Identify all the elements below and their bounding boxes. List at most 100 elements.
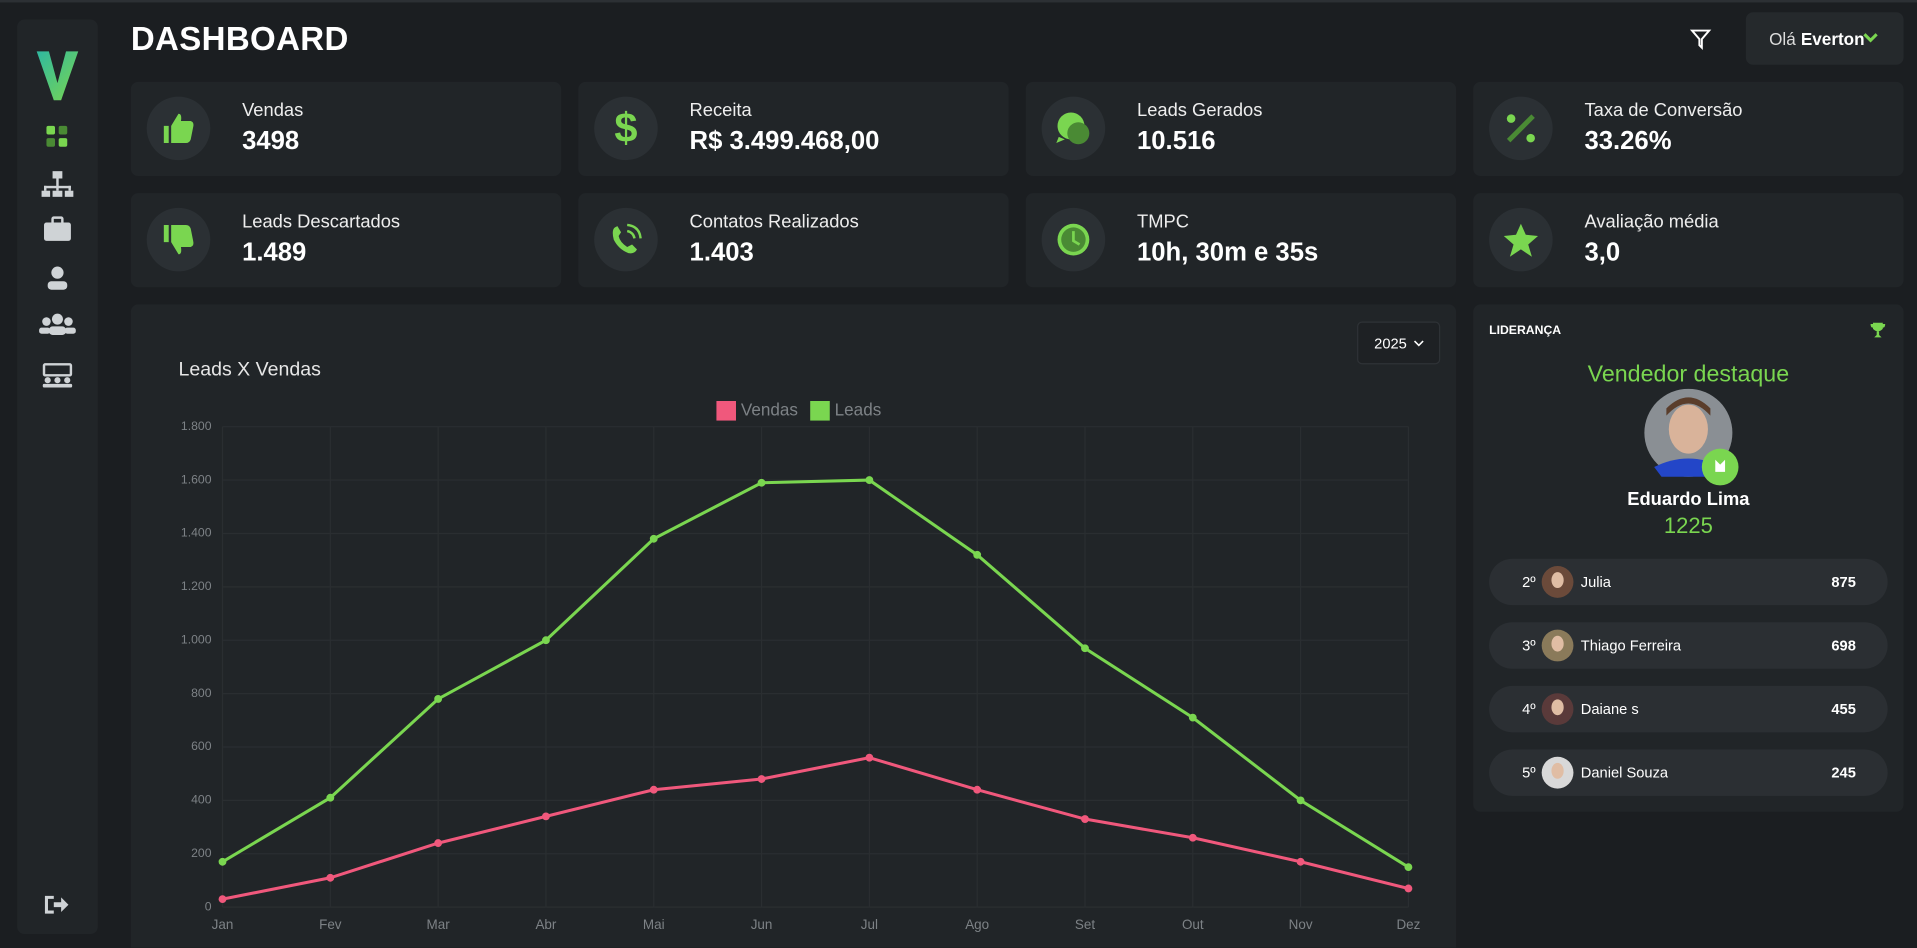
x-tick-label: Mar: [427, 917, 451, 932]
nav-meeting[interactable]: [42, 363, 73, 388]
name: Daniel Souza: [1580, 764, 1669, 782]
card-label: Receita: [689, 100, 752, 122]
x-tick-label: Jan: [212, 917, 234, 932]
card-value: 3498: [242, 127, 300, 156]
logout[interactable]: [44, 895, 69, 914]
y-tick-label: 1.000: [181, 632, 212, 646]
y-tick-label: 1.600: [181, 472, 212, 486]
name: Thiago Ferreira: [1580, 636, 1682, 655]
card-value: 10.516: [1136, 127, 1216, 156]
y-tick-label: 1.400: [181, 526, 212, 540]
data-point: [649, 785, 658, 794]
nav-dashboard[interactable]: [46, 125, 68, 147]
card-label: Leads Gerados: [1136, 100, 1263, 122]
card-value: 1.403: [689, 238, 754, 267]
legend-swatch: [716, 401, 736, 421]
y-tick-label: 800: [191, 686, 212, 700]
series-line: [221, 478, 1410, 869]
chart-title: Leads X Vendas: [178, 359, 321, 381]
stat-card: $ Receita R$ 3.499.468,00: [578, 81, 1009, 177]
y-tick-label: 0: [205, 899, 212, 913]
stat-card: Avaliação média 3,0: [1473, 193, 1904, 288]
score: 455: [1831, 700, 1856, 718]
y-tick-label: 1.200: [181, 579, 212, 593]
sidebar: [17, 19, 98, 935]
chart-panel: 2025 Leads X Vendas 0 200 400 600 800 1.000 1.…: [130, 304, 1457, 948]
year-value: 2025: [1374, 334, 1407, 353]
card-icon: [594, 207, 658, 272]
user-name: Everton: [1800, 29, 1865, 49]
ranking-row: 2º Julia 875: [1489, 558, 1888, 606]
avatar: [1541, 693, 1574, 725]
score: 875: [1831, 573, 1856, 591]
leaderboard-title: LIDERANÇA: [1489, 323, 1562, 338]
data-point: [218, 895, 227, 904]
data-point: [1188, 833, 1197, 842]
card-icon: [146, 207, 211, 272]
ranking-row: 3º Thiago Ferreira 698: [1489, 622, 1888, 669]
data-point: [973, 550, 982, 559]
icon-glyph: [163, 224, 194, 255]
avatar: [1541, 566, 1574, 598]
legend-label: Vendas: [741, 400, 798, 419]
stat-card: Vendas 3498: [130, 81, 562, 177]
card-icon: [146, 96, 211, 161]
filter-icon[interactable]: [1689, 28, 1712, 51]
icon-glyph: [163, 113, 194, 144]
data-point: [1188, 713, 1197, 722]
card-value: 33.26%: [1584, 127, 1672, 156]
data-point: [542, 812, 550, 821]
legend-swatch: [810, 401, 830, 421]
card-value: 10h, 30m e 35s: [1136, 238, 1319, 267]
year-select[interactable]: 2025: [1357, 321, 1441, 365]
featured-name: Eduardo Lima: [1627, 489, 1750, 510]
stat-card: Contatos Realizados 1.403: [578, 193, 1009, 288]
greeting: Olá: [1769, 29, 1796, 49]
x-tick-label: Fev: [319, 917, 342, 932]
y-tick-label: 400: [191, 793, 212, 807]
data-point: [1081, 644, 1089, 653]
x-tick-label: Set: [1075, 917, 1095, 932]
ranking-row: 5º Daniel Souza 245: [1489, 749, 1888, 796]
leaderboard: LIDERANÇA Vendedor destaque Eduardo Lima…: [1473, 304, 1904, 812]
chevron: [1863, 33, 1878, 43]
data-point: [973, 785, 982, 794]
card-icon: [1041, 207, 1106, 272]
nav-team[interactable]: [39, 313, 76, 335]
icon-glyph: [612, 223, 642, 254]
card-icon: [1041, 96, 1106, 161]
logo[interactable]: [36, 51, 79, 101]
icon-glyph: $: [614, 104, 637, 151]
ranking-row: 4º Daiane s 455: [1489, 685, 1888, 733]
y-tick-label: 1.800: [181, 419, 212, 433]
avatar: [1541, 756, 1574, 789]
rank: 2º: [1522, 573, 1536, 591]
data-point: [1296, 857, 1305, 866]
card-label: Contatos Realizados: [689, 211, 859, 233]
nav-user[interactable]: [47, 266, 68, 290]
data-point: [326, 793, 335, 802]
nav-structure[interactable]: [41, 171, 74, 197]
data-point: [326, 873, 335, 882]
data-point: [434, 839, 443, 848]
y-tick-label: 200: [191, 846, 212, 860]
x-tick-label: Ago: [965, 917, 989, 932]
card-label: Taxa de Conversão: [1584, 100, 1743, 122]
data-point: [542, 636, 550, 645]
data-point: [1404, 884, 1413, 893]
card-value: R$ 3.499.468,00: [689, 127, 880, 156]
avatar-face: [1551, 572, 1564, 589]
x-tick-label: Mai: [643, 917, 665, 932]
user-menu[interactable]: Olá Everton: [1745, 12, 1904, 65]
nav-briefcase[interactable]: [44, 216, 71, 241]
name: Daiane s: [1580, 700, 1639, 718]
icon-glyph: [1057, 223, 1090, 256]
stat-card: Leads Descartados 1.489: [130, 193, 562, 288]
data-point: [757, 478, 766, 487]
series-line: [222, 756, 1409, 901]
card-label: TMPC: [1136, 211, 1189, 233]
data-point: [218, 857, 227, 866]
icon-glyph: [1056, 112, 1090, 145]
stat-card: Taxa de Conversão 33.26%: [1473, 81, 1904, 177]
